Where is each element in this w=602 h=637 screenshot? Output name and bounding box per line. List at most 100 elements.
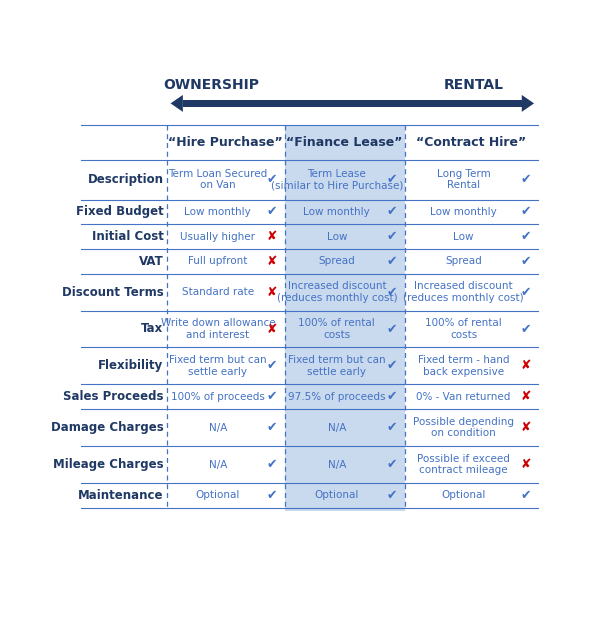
Text: VAT: VAT (139, 255, 164, 268)
Text: 97.5% of proceeds: 97.5% of proceeds (288, 392, 385, 402)
Text: Optional: Optional (441, 490, 486, 500)
Text: Mileage Charges: Mileage Charges (53, 458, 164, 471)
Text: OWNERSHIP: OWNERSHIP (164, 78, 259, 92)
Text: Low: Low (326, 232, 347, 241)
Text: ✔: ✔ (267, 206, 278, 218)
Text: ✘: ✘ (267, 255, 278, 268)
Text: ✔: ✔ (520, 285, 531, 299)
Text: ✔: ✔ (520, 206, 531, 218)
Text: N/A: N/A (209, 459, 227, 469)
Text: Low monthly: Low monthly (303, 207, 370, 217)
Bar (405, 160, 538, 199)
Text: ✘: ✘ (267, 285, 278, 299)
Text: Fixed Budget: Fixed Budget (76, 206, 164, 218)
Bar (81, 385, 285, 409)
Text: ✔: ✔ (387, 390, 397, 403)
Text: ✔: ✔ (267, 173, 278, 186)
Text: Fixed term but can
settle early: Fixed term but can settle early (169, 355, 267, 376)
Text: Write down allowance
and interest: Write down allowance and interest (161, 318, 275, 340)
Text: ✔: ✔ (267, 421, 278, 434)
Text: Flexibility: Flexibility (98, 359, 164, 373)
Text: Tax: Tax (141, 322, 164, 336)
Text: Fixed term - hand
back expensive: Fixed term - hand back expensive (418, 355, 509, 376)
Bar (183, 100, 522, 107)
Bar (81, 446, 285, 483)
Text: Long Term
Rental: Long Term Rental (436, 169, 491, 190)
Bar (81, 310, 285, 347)
Text: N/A: N/A (209, 422, 227, 433)
Text: 100% of proceeds: 100% of proceeds (171, 392, 265, 402)
Text: ✔: ✔ (387, 230, 397, 243)
Text: 0% - Van returned: 0% - Van returned (417, 392, 510, 402)
Text: “Finance Lease”: “Finance Lease” (287, 136, 403, 149)
Text: ✔: ✔ (387, 359, 397, 373)
Bar (81, 273, 285, 310)
Text: Low: Low (453, 232, 474, 241)
Bar (405, 273, 538, 310)
Text: N/A: N/A (327, 422, 346, 433)
Text: Usually higher: Usually higher (181, 232, 255, 241)
Text: Optional: Optional (196, 490, 240, 500)
Text: “Hire Purchase”: “Hire Purchase” (169, 136, 283, 149)
Text: Sales Proceeds: Sales Proceeds (63, 390, 164, 403)
Text: ✔: ✔ (387, 458, 397, 471)
Text: Optional: Optional (315, 490, 359, 500)
Text: Increased discount
(reduces monthly cost): Increased discount (reduces monthly cost… (403, 282, 524, 303)
Text: ✔: ✔ (267, 458, 278, 471)
Text: Term Loan Secured
on Van: Term Loan Secured on Van (168, 169, 267, 190)
Bar (405, 483, 538, 508)
Text: ✔: ✔ (520, 230, 531, 243)
Bar (405, 199, 538, 224)
Text: ✘: ✘ (520, 359, 531, 373)
Text: Damage Charges: Damage Charges (51, 421, 164, 434)
Text: Standard rate: Standard rate (182, 287, 254, 297)
Bar (81, 199, 285, 224)
Text: Possible if exceed
contract mileage: Possible if exceed contract mileage (417, 454, 510, 475)
Text: Spread: Spread (318, 256, 355, 266)
Bar (405, 347, 538, 385)
Bar (285, 127, 405, 512)
Text: ✘: ✘ (520, 390, 531, 403)
Bar (81, 249, 285, 273)
Text: “Contract Hire”: “Contract Hire” (416, 136, 526, 149)
Text: ✘: ✘ (267, 322, 278, 336)
Text: ✔: ✔ (267, 359, 278, 373)
Text: ✔: ✔ (267, 489, 278, 502)
Text: ✔: ✔ (387, 206, 397, 218)
Text: ✔: ✔ (387, 173, 397, 186)
Text: Maintenance: Maintenance (78, 489, 164, 502)
Text: Spread: Spread (445, 256, 482, 266)
Text: Fixed term but can
settle early: Fixed term but can settle early (288, 355, 386, 376)
Polygon shape (522, 95, 534, 112)
Text: Term Lease
(similar to Hire Purchase): Term Lease (similar to Hire Purchase) (271, 169, 403, 190)
Text: ✔: ✔ (520, 173, 531, 186)
Text: ✔: ✔ (387, 489, 397, 502)
Text: 100% of rental
costs: 100% of rental costs (299, 318, 375, 340)
Text: ✔: ✔ (387, 421, 397, 434)
Text: Low monthly: Low monthly (430, 207, 497, 217)
Text: 100% of rental
costs: 100% of rental costs (425, 318, 502, 340)
Bar (81, 409, 285, 446)
Bar (405, 310, 538, 347)
Bar (405, 385, 538, 409)
Text: Possible depending
on condition: Possible depending on condition (413, 417, 514, 438)
Text: ✘: ✘ (520, 421, 531, 434)
Text: RENTAL: RENTAL (444, 78, 504, 92)
Text: Initial Cost: Initial Cost (92, 230, 164, 243)
Bar (81, 347, 285, 385)
Text: Description: Description (88, 173, 164, 186)
Text: ✔: ✔ (520, 255, 531, 268)
Text: ✔: ✔ (387, 322, 397, 336)
Text: Increased discount
(reduces monthly cost): Increased discount (reduces monthly cost… (276, 282, 397, 303)
Text: Discount Terms: Discount Terms (62, 285, 164, 299)
Text: ✔: ✔ (387, 255, 397, 268)
Text: ✔: ✔ (520, 322, 531, 336)
Text: Full upfront: Full upfront (188, 256, 247, 266)
Bar (405, 409, 538, 446)
Text: Low monthly: Low monthly (184, 207, 251, 217)
Text: N/A: N/A (327, 459, 346, 469)
Text: ✔: ✔ (267, 390, 278, 403)
Bar (81, 224, 285, 249)
Bar (81, 483, 285, 508)
Bar (405, 446, 538, 483)
